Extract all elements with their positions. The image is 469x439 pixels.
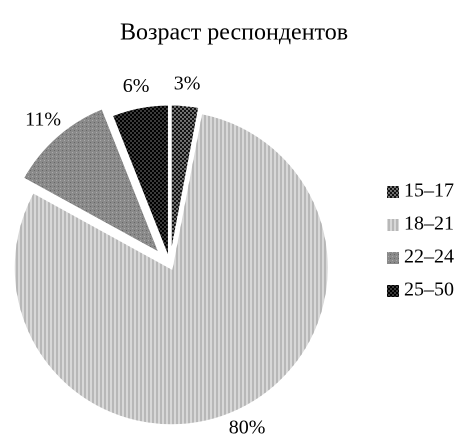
data-label: 11% — [25, 109, 61, 131]
pie-slice — [20, 105, 164, 258]
legend-swatch — [387, 252, 399, 264]
data-label: 6% — [123, 75, 150, 97]
pie-slice — [11, 110, 331, 428]
legend-label: 15–17 — [404, 180, 454, 202]
chart-title: Возраст респондентов — [120, 20, 348, 46]
data-label: 80% — [229, 416, 266, 438]
legend-swatch — [387, 186, 399, 198]
legend-label: 18–21 — [404, 213, 454, 235]
legend-label: 25–50 — [404, 279, 454, 301]
data-label: 3% — [174, 72, 201, 94]
pie-slice — [109, 102, 171, 263]
legend-label: 22–24 — [404, 246, 454, 268]
legend-swatch — [387, 285, 399, 297]
legend-swatch — [387, 219, 399, 231]
